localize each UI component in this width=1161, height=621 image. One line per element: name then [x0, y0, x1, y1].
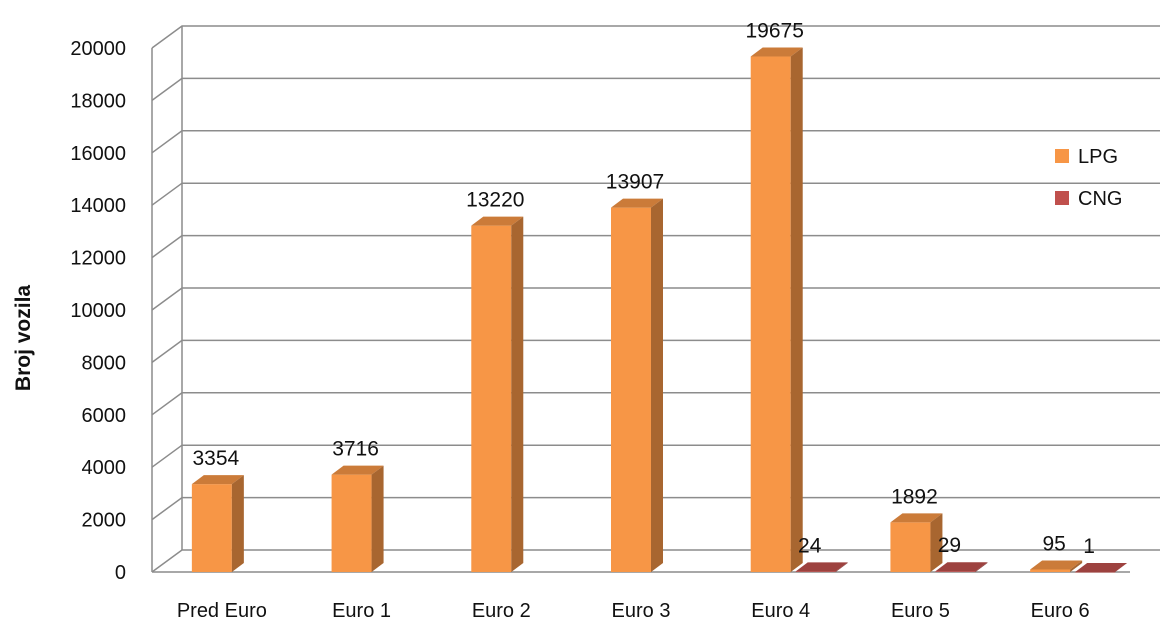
y-tick-label: 14000 [70, 195, 126, 217]
gridline [151, 444, 1160, 468]
data-label: 1892 [891, 485, 938, 508]
x-tick-label: Euro 5 [891, 600, 950, 621]
bar-front [795, 571, 836, 572]
y-tick-label: 4000 [82, 457, 127, 479]
y-axis-label: Broj vozila [12, 285, 35, 392]
lpg-bar [611, 198, 663, 572]
bar-side [930, 513, 943, 572]
lpg-bar [191, 475, 244, 572]
bar-top [750, 47, 803, 57]
bar-side [511, 216, 524, 573]
gridline [151, 25, 1160, 49]
bar-front [191, 484, 232, 572]
x-tick-label: Euro 6 [1031, 600, 1090, 621]
bar-top [1030, 560, 1083, 570]
legend-label: CNG [1078, 188, 1122, 210]
bar-front [1075, 571, 1116, 573]
y-tick-label: 0 [115, 562, 126, 584]
x-tick-label: Euro 2 [472, 600, 531, 621]
gridline [151, 182, 1160, 206]
x-tick-label: Euro 3 [612, 600, 671, 621]
bar-front [331, 474, 372, 572]
bar-side [651, 198, 663, 572]
data-label: 13220 [466, 189, 524, 212]
legend-label: LPG [1078, 146, 1118, 168]
legend: LPG CNG [1055, 146, 1122, 210]
legend-swatch [1055, 191, 1069, 205]
bar-top [611, 198, 663, 208]
bar-top [1075, 562, 1128, 572]
cng-bar [935, 562, 988, 572]
bar-side [1070, 560, 1083, 572]
legend-swatch [1055, 149, 1069, 163]
y-tick-label: 18000 [70, 90, 126, 112]
data-label: 3716 [332, 438, 379, 461]
data-label: 1 [1083, 535, 1095, 558]
y-tick-label: 20000 [70, 38, 126, 60]
bar-side [975, 562, 988, 572]
lpg-bar [331, 465, 384, 572]
cng-bar [1075, 562, 1128, 573]
y-tick-label: 12000 [70, 248, 126, 270]
bar-side [231, 475, 244, 572]
gridline [151, 339, 1160, 364]
gridline [151, 234, 1160, 259]
lpg-bar [890, 513, 943, 572]
bar-side [790, 47, 803, 572]
data-label: 24 [798, 534, 822, 557]
lpg-bar [471, 216, 524, 573]
data-label: 29 [938, 534, 961, 557]
gridline [151, 77, 1160, 102]
bar-layer [191, 47, 1128, 573]
bar-top [331, 465, 384, 475]
data-label: 19675 [746, 20, 804, 43]
bar-side [835, 562, 848, 572]
label-layer: Pred Euro 3354 Euro 1 3716 Euro 2 13220 Euro 3… [177, 20, 1095, 621]
y-tick-label: 16000 [70, 143, 126, 165]
bar-top [471, 216, 524, 226]
data-label: 13907 [606, 171, 664, 194]
bar-top [191, 475, 244, 485]
bar-front [935, 571, 976, 572]
y-tick-label: 6000 [82, 405, 127, 427]
y-tick-label: 2000 [82, 510, 127, 532]
bar-front [471, 225, 512, 573]
y-tick-label: 8000 [82, 352, 127, 374]
gridline [151, 287, 1160, 311]
bar-front [611, 207, 651, 572]
bar-top [935, 562, 988, 572]
gridline [151, 130, 1160, 154]
cng-bar [795, 562, 848, 572]
lpg-bar [750, 47, 803, 572]
lpg-bar [1030, 560, 1083, 572]
x-tick-label: Pred Euro [177, 600, 267, 621]
bar-front [750, 56, 791, 572]
data-label: 3354 [192, 447, 239, 470]
gridline [151, 549, 1160, 573]
x-tick-label: Euro 4 [751, 600, 810, 621]
bar-side [1115, 562, 1128, 572]
bar-front [890, 522, 931, 572]
data-label: 95 [1042, 533, 1065, 556]
bar-front [1030, 569, 1071, 572]
x-tick-label: Euro 1 [332, 600, 391, 621]
y-tick-label: 10000 [70, 300, 126, 322]
gridline [151, 392, 1160, 416]
bar-top [795, 562, 848, 572]
bar-side [371, 465, 384, 572]
gridline [151, 496, 1160, 521]
bar-top [890, 513, 943, 523]
